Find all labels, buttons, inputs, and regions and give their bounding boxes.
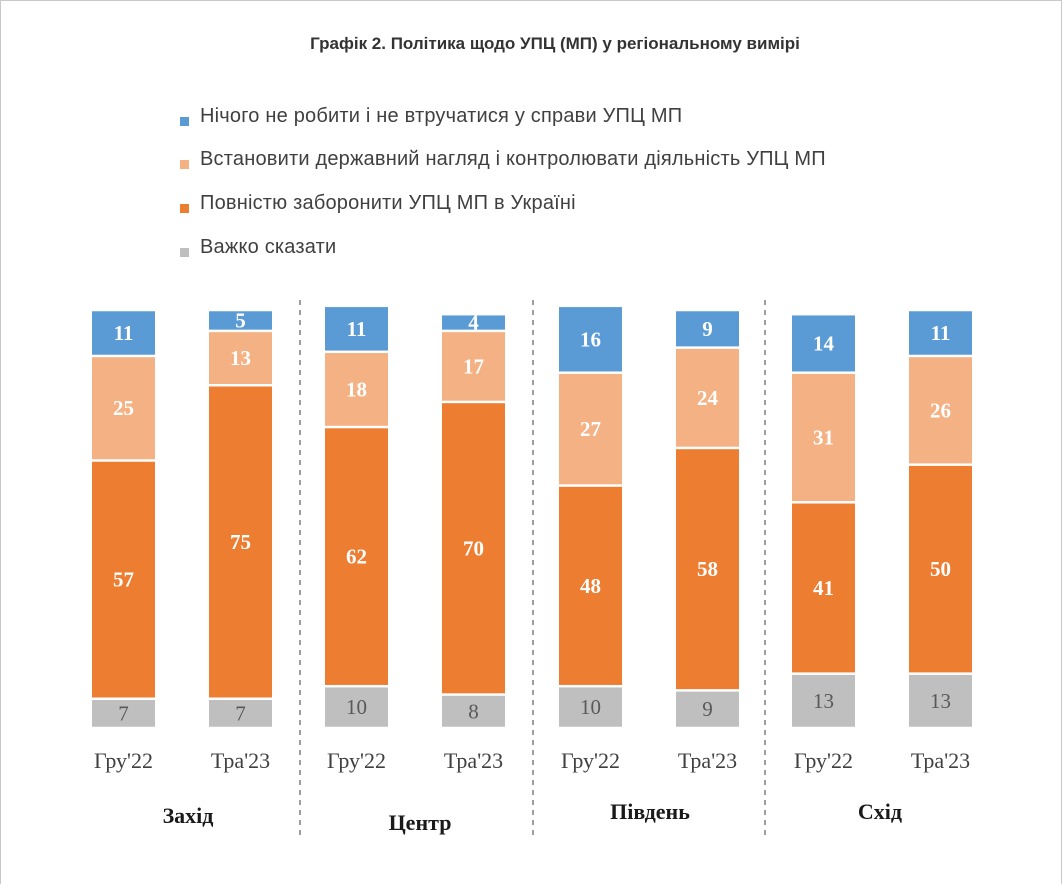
data-label: 25	[113, 396, 134, 420]
legend-label: Нічого не робити і не втручатися у справ…	[200, 105, 683, 127]
data-label: 4	[468, 311, 479, 335]
data-label: 41	[813, 576, 834, 600]
bar-segment-hard-to-say	[325, 687, 388, 727]
bar-stack: 8 70 17 4	[442, 311, 505, 727]
data-label: 11	[114, 321, 134, 345]
legend-label: Встановити державний нагляд і контролюва…	[200, 148, 826, 170]
bar-segment-hard-to-say	[92, 699, 155, 727]
bar-segment-nothing	[909, 311, 972, 355]
x-tick-label: Гру'22	[794, 748, 853, 773]
x-tick-label: Гру'22	[94, 748, 153, 773]
data-label: 11	[347, 317, 367, 341]
data-label: 11	[931, 321, 951, 345]
bar-segment-oversight	[559, 373, 622, 485]
chart-title: Графік 2. Політика щодо УПЦ (МП) у регіо…	[310, 34, 800, 53]
data-label: 75	[230, 530, 251, 554]
data-label: 13	[930, 689, 951, 713]
bar-stack: 7 57 25 11	[92, 311, 155, 727]
data-label: 48	[580, 574, 601, 598]
legend-swatch-icon	[180, 204, 189, 213]
legend-label: Повністю заборонити УПЦ МП в Україні	[200, 192, 576, 214]
region-label: Південь	[610, 799, 690, 824]
bar-segment-nothing	[209, 311, 272, 330]
bar-segment-oversight	[92, 357, 155, 460]
data-label: 58	[697, 557, 718, 581]
bar-segment-nothing	[92, 311, 155, 355]
x-tick-label: Гру'22	[561, 748, 620, 773]
data-label: 16	[580, 327, 601, 351]
bar-stack: 13 41 31 14	[792, 315, 855, 727]
x-tick-label: Гру'22	[327, 748, 386, 773]
data-label: 10	[580, 695, 601, 719]
bar-segment-oversight	[909, 357, 972, 464]
x-tick-label: Тра'23	[444, 748, 503, 773]
bar-stack: 9 58 24 9	[676, 311, 739, 727]
bar-segment-hard-to-say	[676, 691, 739, 727]
bar-segment-nothing	[792, 315, 855, 372]
bar-segment-hard-to-say	[792, 674, 855, 727]
bar-segment-ban	[792, 503, 855, 673]
data-label: 57	[113, 568, 134, 592]
data-label: 17	[463, 354, 484, 378]
bar-segment-ban	[209, 386, 272, 698]
bar-segment-ban	[442, 403, 505, 694]
data-label: 5	[235, 308, 246, 332]
bar-segment-ban	[325, 428, 388, 685]
data-label: 10	[346, 695, 367, 719]
x-tick-label: Тра'23	[678, 748, 737, 773]
legend-swatch-icon	[180, 248, 189, 257]
data-label: 26	[930, 398, 951, 422]
bar-segment-nothing	[325, 307, 388, 351]
data-label: 70	[463, 536, 484, 560]
legend-swatch-icon	[180, 160, 189, 169]
data-label: 13	[813, 689, 834, 713]
data-label: 7	[235, 701, 246, 725]
bar-segment-oversight	[676, 348, 739, 447]
bar-segment-oversight	[209, 332, 272, 384]
bar-segment-nothing	[676, 311, 739, 347]
data-label: 14	[813, 331, 835, 355]
data-label: 27	[580, 417, 601, 441]
bar-segment-ban	[92, 461, 155, 698]
data-label: 50	[930, 557, 951, 581]
region-label: Захід	[163, 803, 214, 828]
bar-segment-ban	[559, 486, 622, 685]
data-label: 8	[468, 699, 479, 723]
region-label: Схід	[858, 799, 902, 824]
bar-stack: 13 50 26 11	[909, 311, 972, 727]
bar-segment-oversight	[792, 373, 855, 502]
bar-segment-hard-to-say	[559, 687, 622, 727]
data-label: 9	[702, 317, 713, 341]
bar-segment-hard-to-say	[209, 699, 272, 727]
data-label: 18	[346, 377, 367, 401]
bar-segment-nothing	[442, 315, 505, 330]
bar-stack: 10 62 18 11	[325, 307, 388, 727]
data-label: 62	[346, 545, 367, 569]
data-label: 24	[697, 386, 719, 410]
bar-segment-hard-to-say	[909, 674, 972, 727]
region-label: Центр	[389, 810, 452, 835]
legend-swatch-icon	[180, 117, 189, 126]
data-label: 7	[118, 701, 129, 725]
bar-segment-ban	[909, 465, 972, 673]
x-tick-label: Тра'23	[911, 748, 970, 773]
bar-segment-nothing	[559, 307, 622, 372]
data-label: 31	[813, 425, 834, 449]
bar-segment-hard-to-say	[442, 695, 505, 727]
bar-stack: 10 48 27 16	[559, 307, 622, 727]
data-label: 9	[702, 697, 713, 721]
bar-stack: 7 75 13 5	[209, 308, 272, 727]
bar-segment-ban	[676, 449, 739, 690]
data-label: 13	[230, 346, 251, 370]
bar-segment-oversight	[442, 332, 505, 401]
x-tick-label: Тра'23	[211, 748, 270, 773]
legend-label: Важко сказати	[200, 236, 337, 258]
bar-segment-oversight	[325, 353, 388, 426]
